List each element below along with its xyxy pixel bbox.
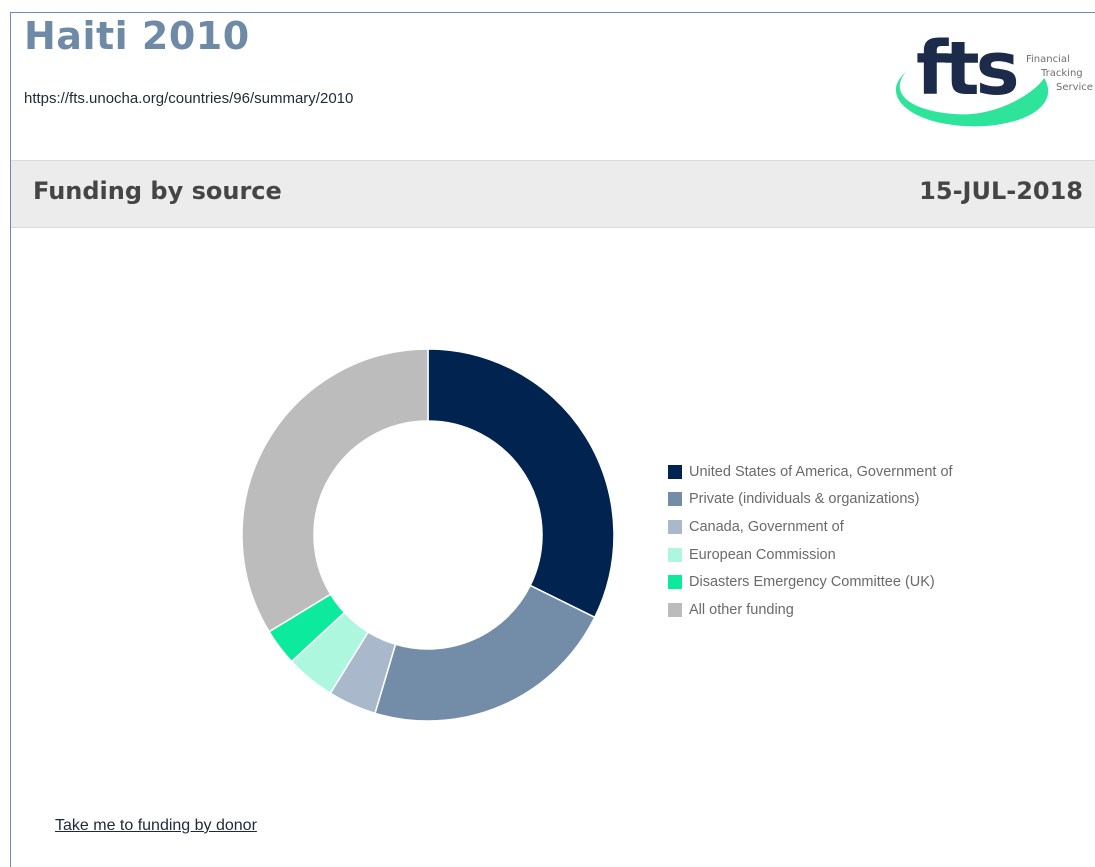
page-frame — [10, 12, 1095, 867]
legend-item[interactable]: European Commission — [668, 541, 953, 569]
legend-label: United States of America, Government of — [689, 463, 953, 480]
page-title: Haiti 2010 — [24, 14, 250, 58]
section-date: 15-JUL-2018 — [919, 177, 1083, 205]
legend-label: All other funding — [689, 601, 794, 618]
funding-by-donor-link[interactable]: Take me to funding by donor — [55, 817, 257, 834]
logo-swoosh — [895, 72, 1049, 127]
legend-swatch — [668, 519, 682, 534]
legend-swatch — [668, 464, 682, 479]
legend-swatch — [668, 492, 682, 507]
section-header: Funding by source 15-JUL-2018 — [11, 160, 1095, 228]
legend-item[interactable]: United States of America, Government of — [668, 458, 953, 486]
legend-label: Canada, Government of — [689, 518, 844, 535]
section-title: Funding by source — [33, 177, 282, 205]
logo-mark: fts — [916, 26, 1017, 112]
donut-slice-2[interactable] — [374, 584, 596, 722]
legend-item[interactable]: All other funding — [668, 596, 953, 624]
chart-legend: United States of America, Government of P… — [668, 458, 953, 624]
legend-label: Disasters Emergency Committee (UK) — [689, 574, 935, 591]
legend-item[interactable]: Canada, Government of — [668, 513, 953, 541]
logo-line-3: Service — [1056, 82, 1093, 93]
donut-slice-1[interactable] — [427, 348, 615, 619]
legend-item[interactable]: Disasters Emergency Committee (UK) — [668, 568, 953, 596]
legend-item[interactable]: Private (individuals & organizations) — [668, 486, 953, 514]
fts-logo: fts Financial Tracking Service — [895, 26, 1093, 127]
logo-line-2: Tracking — [1040, 68, 1083, 79]
donut-slice-6[interactable] — [241, 348, 429, 633]
legend-label: Private (individuals & organizations) — [689, 491, 920, 508]
page-url: https://fts.unocha.org/countries/96/summ… — [24, 90, 354, 107]
legend-swatch — [668, 602, 682, 617]
legend-swatch — [668, 547, 682, 562]
legend-swatch — [668, 575, 682, 590]
legend-label: European Commission — [689, 546, 836, 563]
logo-line-1: Financial — [1026, 54, 1070, 65]
